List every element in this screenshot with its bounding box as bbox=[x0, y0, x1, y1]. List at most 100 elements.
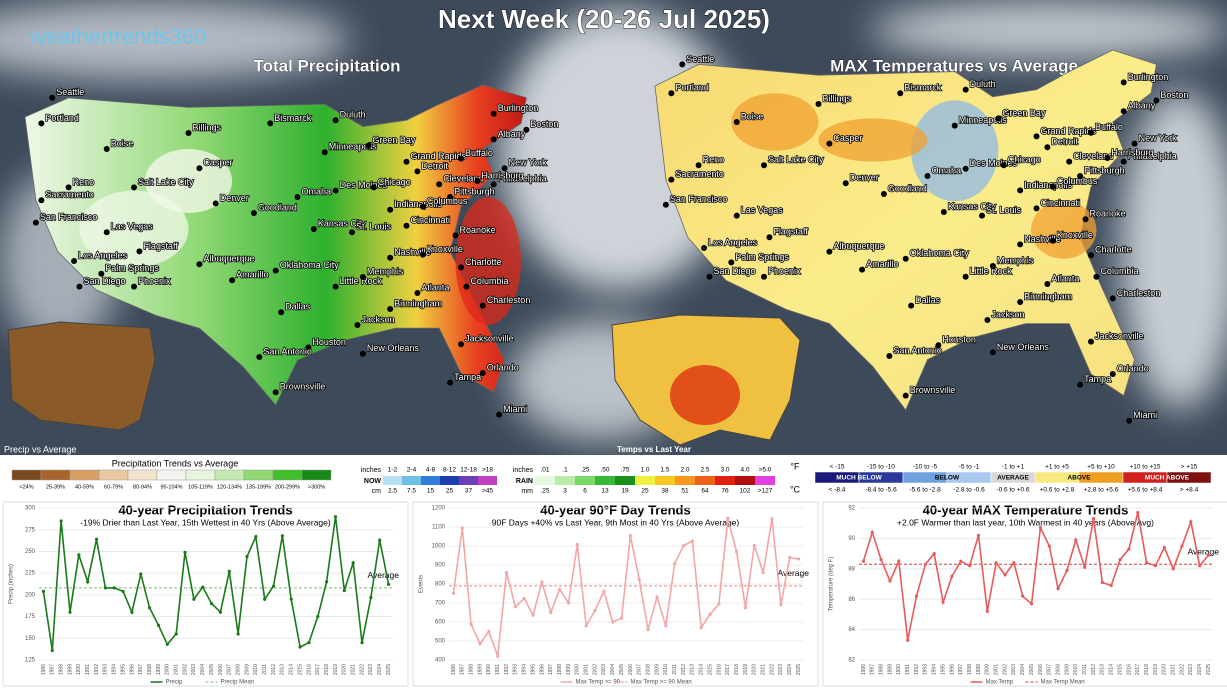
legend-label: 1-2 bbox=[388, 467, 398, 474]
data-point bbox=[148, 606, 152, 610]
data-point bbox=[602, 589, 606, 593]
x-tick-label: 2016 bbox=[306, 664, 312, 675]
legend-label: 1.0 bbox=[640, 467, 649, 474]
city-dot bbox=[962, 165, 969, 172]
city-dot bbox=[706, 273, 713, 280]
data-point bbox=[531, 613, 535, 617]
map-patch bbox=[1031, 201, 1097, 259]
city-dot bbox=[1109, 295, 1116, 302]
data-point bbox=[1047, 544, 1051, 548]
data-point bbox=[897, 559, 901, 563]
city-dot bbox=[501, 165, 508, 172]
city-label: Phoenix bbox=[138, 276, 171, 286]
x-tick-label: 2008 bbox=[235, 664, 241, 675]
city-label: Green Bay bbox=[372, 135, 416, 145]
city-dot bbox=[1044, 144, 1051, 151]
map-patch bbox=[144, 149, 233, 213]
legend-label: 200-299% bbox=[275, 484, 300, 490]
data-point bbox=[861, 559, 866, 563]
city-dot bbox=[733, 119, 740, 125]
city-label: Houston bbox=[942, 335, 976, 345]
data-point bbox=[360, 641, 364, 645]
legend-swatch bbox=[535, 476, 555, 485]
x-tick-label: 2010 bbox=[1073, 664, 1079, 675]
city-dot bbox=[995, 115, 1002, 122]
y-tick-label: 82 bbox=[848, 658, 855, 664]
city-label: Phoenix bbox=[768, 266, 801, 276]
city-dot bbox=[103, 146, 110, 152]
legend-label: .25 bbox=[540, 488, 549, 495]
city-label: Burlington bbox=[498, 103, 539, 113]
data-point bbox=[1083, 565, 1087, 569]
city-label: Boston bbox=[1160, 90, 1188, 100]
city-label: Chicago bbox=[1008, 155, 1041, 165]
data-point bbox=[1145, 561, 1149, 565]
legend-label: mm bbox=[521, 488, 533, 495]
city-label: Little Rock bbox=[340, 276, 383, 286]
data-point bbox=[619, 616, 624, 620]
data-point bbox=[1065, 568, 1069, 572]
city-dot bbox=[294, 194, 301, 200]
x-tick-label: 2002 bbox=[182, 664, 188, 675]
x-tick-label: 2014 bbox=[289, 664, 295, 675]
legend-swatch bbox=[715, 476, 735, 485]
x-tick-label: 2001 bbox=[584, 664, 590, 675]
city-dot bbox=[1120, 158, 1127, 165]
data-point bbox=[699, 626, 703, 630]
y-tick-label: 800 bbox=[435, 582, 446, 588]
city-dot bbox=[826, 140, 833, 147]
city-dot bbox=[387, 306, 394, 312]
data-point bbox=[637, 578, 641, 582]
data-point bbox=[1021, 594, 1025, 598]
legend-label: .1 bbox=[562, 467, 568, 474]
data-point bbox=[549, 610, 553, 615]
x-tick-label: 2001 bbox=[174, 664, 180, 675]
city-label: Dallas bbox=[285, 302, 311, 312]
city-label: Billings bbox=[193, 122, 222, 132]
y-tick-label: 90 bbox=[848, 536, 855, 542]
data-point bbox=[307, 641, 311, 645]
city-dot bbox=[1077, 381, 1084, 388]
city-dot bbox=[1082, 216, 1089, 223]
legend-label: .75 bbox=[620, 467, 629, 474]
city-dot bbox=[761, 162, 767, 169]
city-dot bbox=[365, 142, 372, 149]
city-dot bbox=[272, 267, 279, 274]
data-point bbox=[788, 555, 792, 560]
data-point bbox=[289, 597, 293, 601]
city-dot bbox=[136, 248, 143, 255]
city-dot bbox=[474, 178, 481, 184]
legend-label: cm bbox=[372, 488, 382, 495]
chart-title: 40-year 90°F Day Trends bbox=[540, 502, 690, 517]
x-tick-label: 2022 bbox=[769, 664, 775, 675]
x-tick-label: 1995 bbox=[120, 664, 126, 675]
city-label: New York bbox=[1139, 133, 1178, 143]
legend-label: ABOVE bbox=[1067, 475, 1091, 482]
data-point bbox=[540, 580, 544, 584]
x-tick-label: 1995 bbox=[940, 664, 946, 675]
legend-label: 3 bbox=[563, 488, 567, 495]
city-dot bbox=[310, 226, 317, 232]
city-label: Boise bbox=[741, 111, 764, 121]
x-tick-label: 1996 bbox=[129, 664, 135, 675]
x-tick-label: 2002 bbox=[592, 664, 598, 675]
city-label: Birmingham bbox=[394, 298, 442, 308]
city-label: Kansas City bbox=[318, 218, 367, 228]
x-tick-label: 1998 bbox=[147, 664, 153, 675]
city-label: Las Vegas bbox=[111, 222, 154, 232]
chart-subtitle: +2.0F Warmer than last year, 10th Warmes… bbox=[897, 517, 1154, 527]
legend-label: 2-4 bbox=[407, 467, 417, 474]
city-label: Los Angeles bbox=[78, 250, 128, 260]
legend-swatch bbox=[40, 469, 71, 481]
legend-label: +0.6 to +2.8 bbox=[1040, 487, 1075, 494]
y-tick-label: 1000 bbox=[432, 544, 446, 550]
logo: weathertrends360 bbox=[29, 24, 206, 49]
x-tick-label: 1987 bbox=[50, 664, 56, 675]
legend-label: > +15 bbox=[1181, 464, 1198, 471]
x-tick-label: 1989 bbox=[887, 664, 893, 675]
city-dot bbox=[902, 255, 909, 262]
city-label: Duluth bbox=[340, 110, 366, 120]
city-dot bbox=[924, 173, 931, 179]
x-tick-label: 2012 bbox=[681, 664, 687, 675]
data-point bbox=[59, 519, 63, 523]
